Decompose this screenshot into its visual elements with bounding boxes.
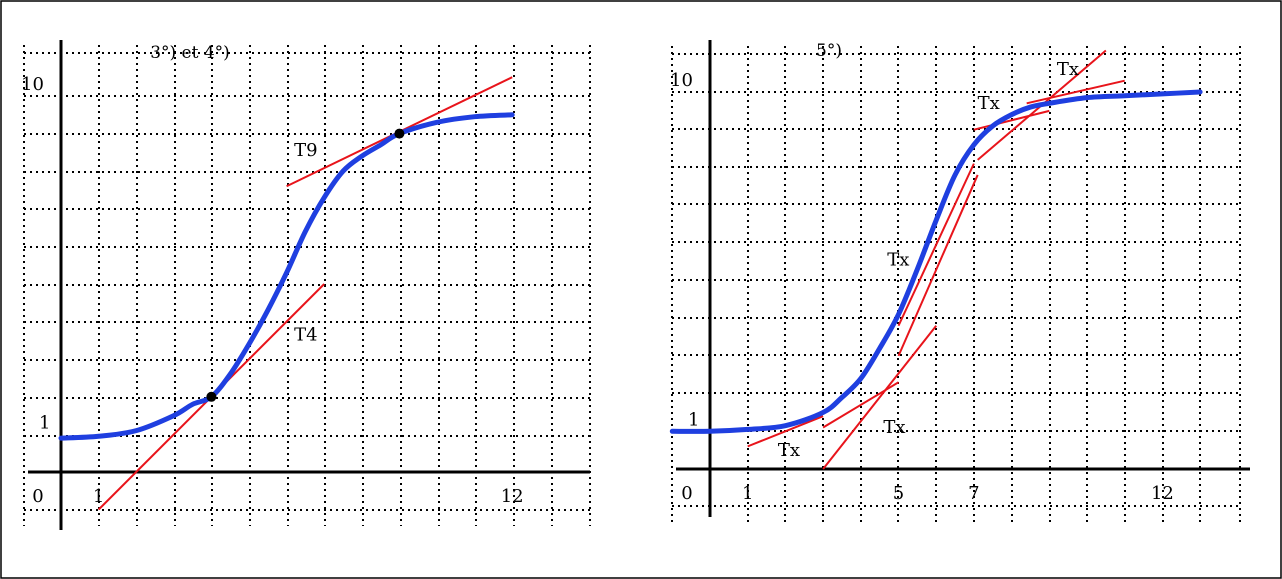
x-tick-label: 1 [93,486,104,507]
curve-line [58,112,515,441]
x-tick-label: 7 [968,483,979,504]
tangent-label: T4 [294,324,317,345]
tangent-line [973,109,1050,131]
tangent-label: Tx [978,93,1000,114]
tangent-label: Tx [778,440,800,461]
tangent-label: Tx [883,417,905,438]
x-tick-label: 12 [501,486,524,507]
y-tick-label: 10 [670,70,693,91]
y-tick-label: 1 [688,409,699,430]
y-tick-label: 10 [21,74,44,95]
marked-point [394,128,405,139]
chart-title: 5°) [816,41,842,61]
tangent-line [822,325,937,470]
x-tick-label: 0 [681,483,692,504]
tangent-line [897,174,979,357]
y-tick-label: 1 [39,412,50,433]
marked-point [206,391,217,402]
tangent-label: Tx [1057,59,1079,80]
left-chart: 3°) et 4°) 0 1 12 1 10 T4 T9 [21,40,591,530]
tangent-line [897,163,975,327]
right-chart: 5°) 0 1 5 7 12 1 10 Tx Tx Tx Tx Tx [669,40,1250,522]
grid [671,46,1241,522]
x-tick-label: 5 [893,483,904,504]
tangent-line [747,415,824,448]
tangent-label: Tx [887,249,909,270]
x-tick-label: 1 [742,483,753,504]
grid [23,45,591,526]
tangent-label: T9 [294,140,317,161]
chart-title: 3°) et 4°) [150,43,230,63]
tangent-line [1026,79,1125,105]
curve-line [669,89,1203,434]
x-tick-label: 0 [32,486,43,507]
x-tick-label: 12 [1151,483,1174,504]
